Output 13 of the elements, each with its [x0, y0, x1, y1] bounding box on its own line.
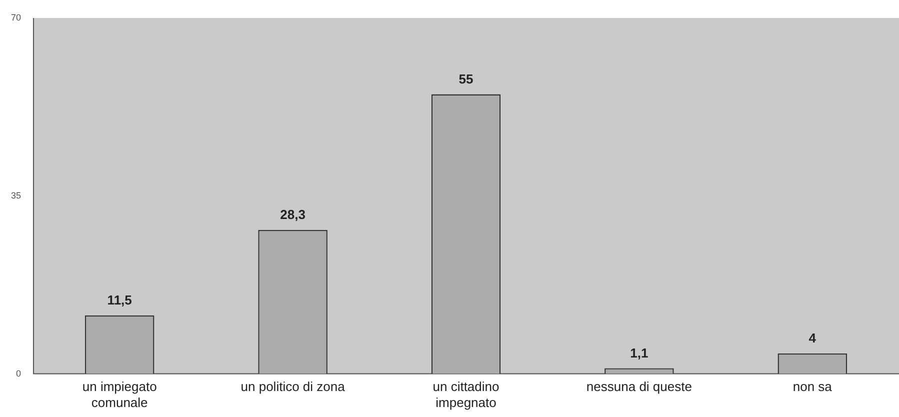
data-label: 4 — [808, 330, 817, 346]
data-label: 11,5 — [107, 292, 132, 308]
data-label: 1,1 — [630, 345, 648, 360]
x-tick-label: un cittadino impegnato — [432, 379, 500, 410]
y-tick-label: 70 — [10, 12, 21, 22]
x-tick-label: un impiegato comunale — [82, 379, 157, 410]
y-tick-label: 35 — [10, 190, 21, 200]
data-label: 55 — [458, 71, 474, 86]
x-tick-label: un politico di zona — [240, 379, 346, 394]
x-tick-label: non sa — [792, 379, 833, 394]
x-tick-label: nessuna di queste — [586, 379, 692, 394]
y-tick-label: 0 — [16, 368, 21, 378]
data-label: 28,3 — [280, 207, 306, 222]
